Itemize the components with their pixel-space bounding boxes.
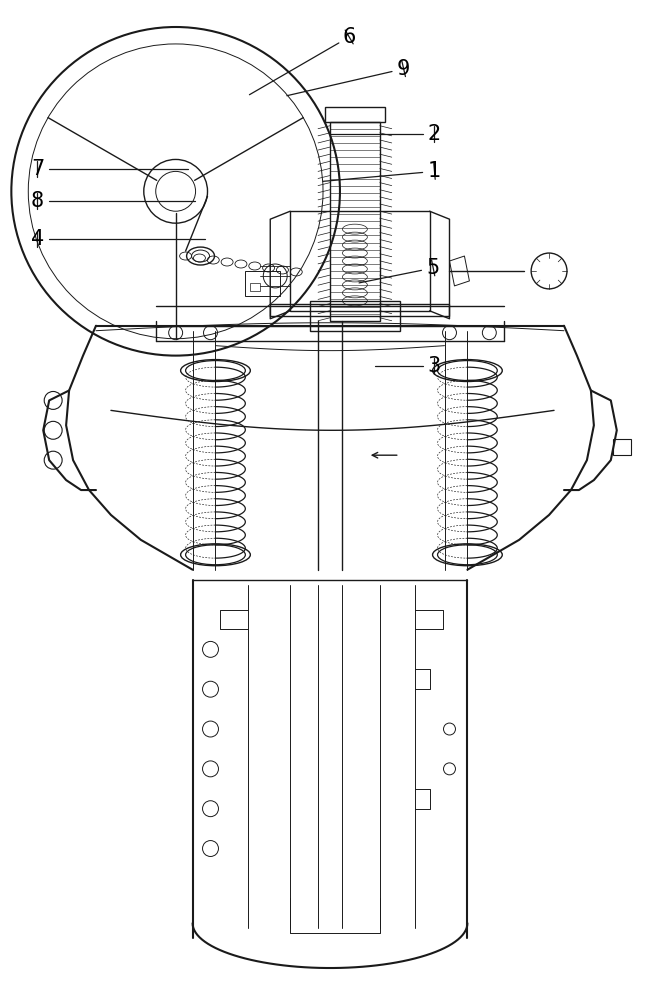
Text: 1: 1 (428, 161, 441, 181)
Bar (245, 271, 280, 296)
Text: 9: 9 (397, 59, 411, 79)
Bar (250, 283, 260, 291)
Text: 8: 8 (31, 191, 44, 211)
Bar (290, 211, 430, 311)
Bar (310, 301, 400, 331)
Text: 3: 3 (428, 356, 441, 376)
Bar (613, 439, 631, 455)
Bar (325, 107, 385, 122)
Bar (270, 304, 449, 316)
Text: 4: 4 (31, 229, 44, 249)
Bar (330, 122, 380, 321)
Text: 6: 6 (343, 27, 356, 47)
Text: 2: 2 (428, 124, 441, 144)
Text: 5: 5 (426, 258, 440, 278)
Text: 7: 7 (31, 159, 44, 179)
